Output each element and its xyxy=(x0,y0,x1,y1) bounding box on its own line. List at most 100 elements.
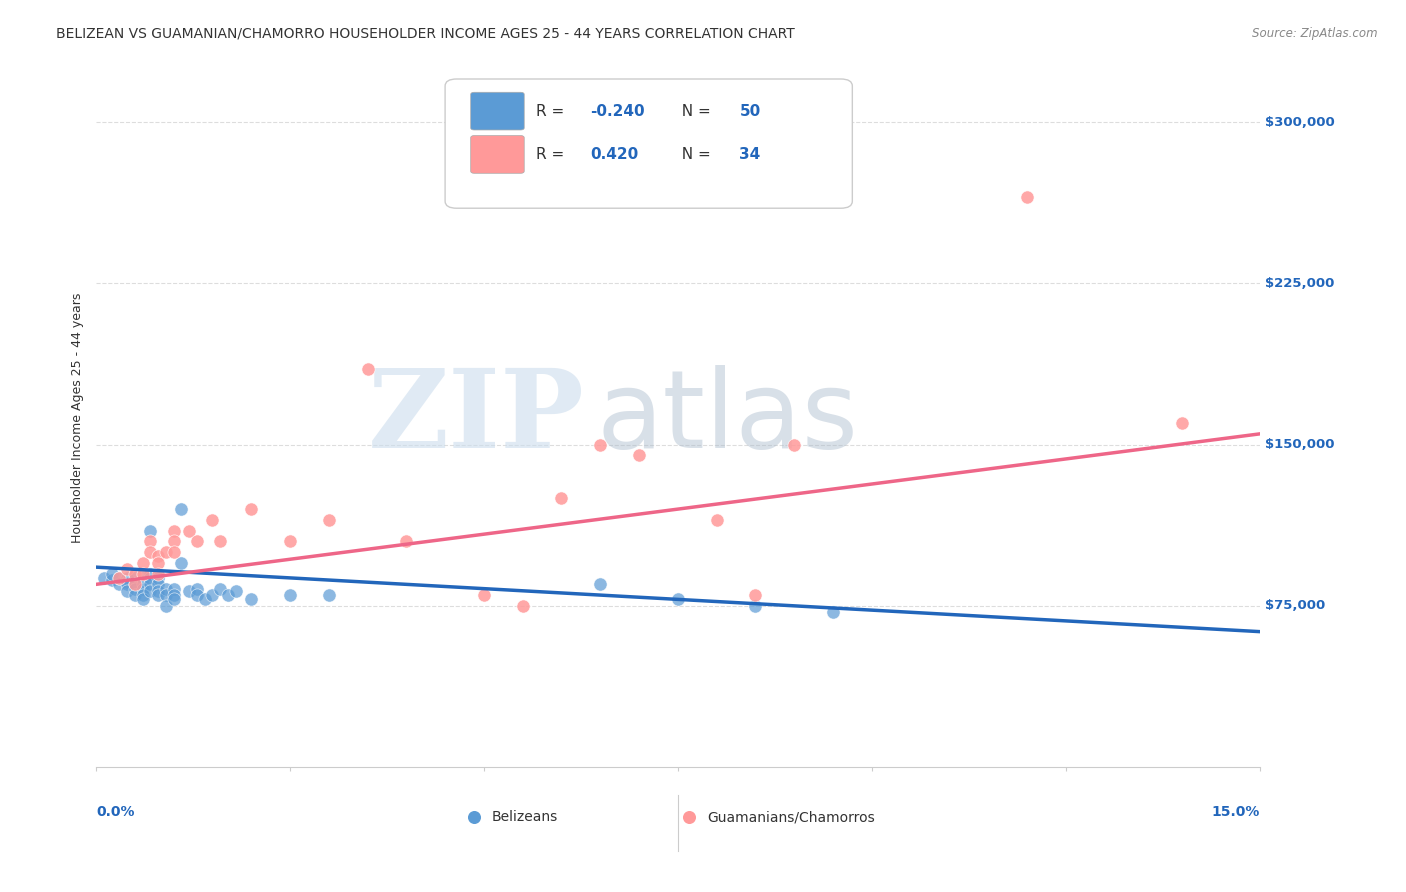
Point xyxy=(217,588,239,602)
Point xyxy=(162,582,184,596)
Point xyxy=(146,583,169,598)
Point xyxy=(162,545,184,559)
Point xyxy=(146,556,169,570)
Point xyxy=(131,566,153,581)
Text: N =: N = xyxy=(672,103,716,119)
Point xyxy=(139,534,162,549)
Point xyxy=(512,599,534,613)
Text: $75,000: $75,000 xyxy=(1265,599,1326,612)
FancyBboxPatch shape xyxy=(471,92,524,130)
Point xyxy=(139,583,162,598)
Text: $150,000: $150,000 xyxy=(1265,438,1334,451)
Point xyxy=(108,571,131,585)
Point xyxy=(124,577,146,591)
FancyBboxPatch shape xyxy=(471,136,524,173)
Point xyxy=(1015,190,1038,204)
Point xyxy=(186,534,208,549)
Point xyxy=(278,534,301,549)
Point xyxy=(240,592,263,607)
Point xyxy=(186,588,208,602)
Text: Guamanians/Chamorros: Guamanians/Chamorros xyxy=(707,810,875,824)
Point xyxy=(162,588,184,602)
Point xyxy=(100,573,122,587)
Text: 15.0%: 15.0% xyxy=(1211,805,1260,820)
Point xyxy=(550,491,572,506)
Text: N =: N = xyxy=(672,147,716,162)
Point xyxy=(209,582,232,596)
Point xyxy=(124,571,146,585)
Point xyxy=(93,571,115,585)
Point xyxy=(100,566,122,581)
Point xyxy=(155,582,177,596)
Point xyxy=(124,582,146,596)
Text: R =: R = xyxy=(536,103,569,119)
Text: -0.240: -0.240 xyxy=(591,103,645,119)
Text: $300,000: $300,000 xyxy=(1265,116,1336,128)
Point xyxy=(131,577,153,591)
Point xyxy=(706,513,728,527)
Point xyxy=(318,588,340,602)
Point xyxy=(162,592,184,607)
Text: ZIP: ZIP xyxy=(368,364,585,471)
Text: R =: R = xyxy=(536,147,569,162)
Point xyxy=(115,577,138,591)
Point xyxy=(194,592,217,607)
Point xyxy=(744,588,766,602)
Point xyxy=(146,577,169,591)
Point xyxy=(139,577,162,591)
Point xyxy=(131,592,153,607)
Point xyxy=(209,534,232,549)
Point xyxy=(115,562,138,576)
Point xyxy=(162,524,184,538)
Point xyxy=(155,599,177,613)
Point xyxy=(124,566,146,581)
Text: 50: 50 xyxy=(740,103,761,119)
Point xyxy=(146,566,169,581)
Point xyxy=(170,556,193,570)
Point xyxy=(318,513,340,527)
Y-axis label: Householder Income Ages 25 - 44 years: Householder Income Ages 25 - 44 years xyxy=(72,293,84,543)
Point xyxy=(146,588,169,602)
Point xyxy=(356,362,378,376)
Text: $225,000: $225,000 xyxy=(1265,277,1334,290)
Point xyxy=(278,588,301,602)
Text: 0.0%: 0.0% xyxy=(96,805,135,820)
Point xyxy=(627,449,650,463)
Point xyxy=(783,437,806,451)
FancyBboxPatch shape xyxy=(446,79,852,208)
Point xyxy=(179,524,201,538)
Point xyxy=(115,571,138,585)
Point xyxy=(131,588,153,602)
Point xyxy=(1171,416,1194,430)
Point xyxy=(201,513,224,527)
Text: BELIZEAN VS GUAMANIAN/CHAMORRO HOUSEHOLDER INCOME AGES 25 - 44 YEARS CORRELATION: BELIZEAN VS GUAMANIAN/CHAMORRO HOUSEHOLD… xyxy=(56,27,794,41)
Point xyxy=(821,605,844,619)
Point xyxy=(146,549,169,564)
Point xyxy=(744,599,766,613)
Point xyxy=(139,571,162,585)
Point xyxy=(131,556,153,570)
Point xyxy=(131,571,153,585)
Point xyxy=(146,571,169,585)
Point xyxy=(155,588,177,602)
Point xyxy=(666,592,689,607)
Point xyxy=(179,583,201,598)
Point xyxy=(115,575,138,590)
Point xyxy=(225,583,247,598)
Point xyxy=(139,524,162,538)
Point xyxy=(155,545,177,559)
Text: Source: ZipAtlas.com: Source: ZipAtlas.com xyxy=(1253,27,1378,40)
Text: 0.420: 0.420 xyxy=(591,147,638,162)
Text: 34: 34 xyxy=(740,147,761,162)
Point xyxy=(589,437,612,451)
Point xyxy=(201,588,224,602)
Point xyxy=(395,534,418,549)
Point xyxy=(124,588,146,602)
Point xyxy=(124,577,146,591)
Point xyxy=(139,566,162,581)
Point xyxy=(170,502,193,516)
Point xyxy=(131,582,153,596)
Point xyxy=(240,502,263,516)
Point xyxy=(589,577,612,591)
Point xyxy=(139,545,162,559)
